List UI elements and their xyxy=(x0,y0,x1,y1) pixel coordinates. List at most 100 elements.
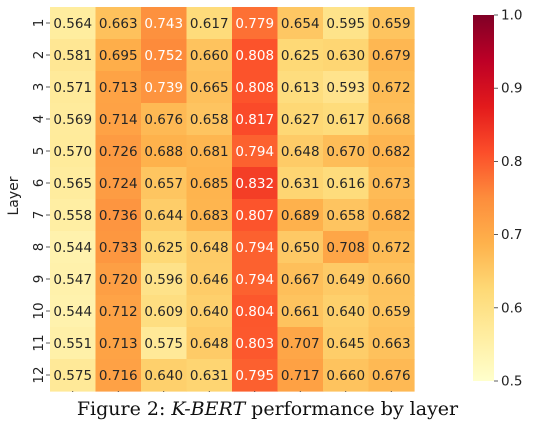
heatmap-cell xyxy=(368,103,415,136)
cell-value-label: 0.640 xyxy=(144,368,183,384)
cell-value-label: 0.708 xyxy=(326,240,365,256)
heatmap-cell xyxy=(368,295,415,328)
heatmap-cell xyxy=(277,39,324,72)
y-tick-label: 7 xyxy=(31,211,47,220)
heatmap-cell xyxy=(368,199,415,232)
cell-value-label: 0.736 xyxy=(99,208,138,224)
heatmap-cell xyxy=(50,71,97,104)
cell-value-label: 0.558 xyxy=(53,208,92,224)
cell-value-label: 0.832 xyxy=(235,176,274,192)
heatmap-cell xyxy=(95,103,142,136)
caption-model-name: K-BERT xyxy=(171,398,246,420)
heatmap-cell xyxy=(141,167,188,200)
heatmap-cell xyxy=(368,359,415,392)
cell-value-label: 0.564 xyxy=(53,16,92,32)
heatmap-cell xyxy=(368,231,415,264)
heatmap-cell xyxy=(141,7,188,40)
cell-value-label: 0.663 xyxy=(99,16,138,32)
cell-value-label: 0.658 xyxy=(326,208,365,224)
cell-value-label: 0.640 xyxy=(190,304,229,320)
heatmap-cell xyxy=(186,135,233,168)
heatmap-cell xyxy=(368,327,415,360)
heatmap-cell xyxy=(277,295,324,328)
cell-value-label: 0.648 xyxy=(281,144,320,160)
cell-value-label: 0.713 xyxy=(99,80,138,96)
heatmap-cell xyxy=(277,7,324,40)
heatmap-cell xyxy=(277,103,324,136)
colorbar-tick-label: 0.9 xyxy=(501,81,522,97)
cell-value-label: 0.617 xyxy=(326,112,365,128)
x-axis: T5T6T7T8T9T10T11Avg. xyxy=(72,391,392,392)
cell-value-label: 0.646 xyxy=(190,272,229,288)
colorbar-tick-label: 0.6 xyxy=(501,300,522,316)
cell-value-label: 0.625 xyxy=(281,48,320,64)
heatmap-cell xyxy=(50,327,97,360)
heatmap-cell xyxy=(277,359,324,392)
cell-value-label: 0.739 xyxy=(144,80,183,96)
cell-value-label: 0.712 xyxy=(99,304,138,320)
cell-value-label: 0.565 xyxy=(53,176,92,192)
heatmap-cell xyxy=(186,39,233,72)
heatmap-cell xyxy=(323,231,370,264)
cell-value-label: 0.707 xyxy=(281,336,320,352)
heatmap-cell xyxy=(277,263,324,296)
heatmap-cell xyxy=(323,71,370,104)
y-tick-label: 2 xyxy=(31,51,47,60)
heatmap-cell xyxy=(277,199,324,232)
heatmap-cell xyxy=(232,103,279,136)
heatmap-cell xyxy=(50,39,97,72)
cell-value-label: 0.665 xyxy=(190,80,229,96)
heatmap-cell xyxy=(141,295,188,328)
heatmap-cell xyxy=(323,39,370,72)
heatmap-cell xyxy=(232,71,279,104)
cell-value-label: 0.714 xyxy=(99,112,138,128)
heatmap-cell xyxy=(232,39,279,72)
heatmap-cell xyxy=(232,263,279,296)
cell-value-label: 0.724 xyxy=(99,176,138,192)
heatmap-cell xyxy=(277,135,324,168)
heatmap-cell xyxy=(368,135,415,168)
y-tick-label: 11 xyxy=(31,334,47,351)
heatmap-cell xyxy=(95,295,142,328)
cell-value-label: 0.661 xyxy=(281,304,320,320)
heatmap-cell xyxy=(323,263,370,296)
cell-value-label: 0.733 xyxy=(99,240,138,256)
cell-value-label: 0.596 xyxy=(144,272,183,288)
heatmap-cell xyxy=(50,135,97,168)
heatmap-cell xyxy=(232,135,279,168)
heatmap-cell xyxy=(323,103,370,136)
cell-value-label: 0.575 xyxy=(53,368,92,384)
cell-value-label: 0.679 xyxy=(372,48,411,64)
heatmap-cell xyxy=(95,71,142,104)
cell-value-label: 0.617 xyxy=(190,16,229,32)
heatmap-cell xyxy=(95,231,142,264)
heatmap-cell xyxy=(50,263,97,296)
colorbar-tick-label: 0.5 xyxy=(501,374,522,390)
cell-value-label: 0.544 xyxy=(53,304,92,320)
heatmap-cell xyxy=(323,199,370,232)
heatmap-cell xyxy=(95,263,142,296)
cell-value-label: 0.743 xyxy=(144,16,183,32)
heatmap-cell xyxy=(232,7,279,40)
heatmap-cell xyxy=(141,135,188,168)
cell-value-label: 0.683 xyxy=(190,208,229,224)
heatmap-cell xyxy=(50,231,97,264)
heatmap-chart: 0.564 0.663 0.743 0.617 0.779 0.654 0.595 0.659… xyxy=(6,7,522,392)
cell-value-label: 0.660 xyxy=(326,368,365,384)
cell-value-label: 0.660 xyxy=(372,272,411,288)
cell-value-label: 0.627 xyxy=(281,112,320,128)
heatmap-cell xyxy=(186,263,233,296)
cell-value-label: 0.682 xyxy=(372,144,411,160)
colorbar-tick-label: 1.0 xyxy=(501,8,522,24)
heatmap-cell xyxy=(232,167,279,200)
cell-value-label: 0.794 xyxy=(235,240,274,256)
cell-value-label: 0.569 xyxy=(53,112,92,128)
cell-value-label: 0.808 xyxy=(235,48,274,64)
heatmap-cell xyxy=(95,199,142,232)
cell-value-label: 0.547 xyxy=(53,272,92,288)
heatmap-cell xyxy=(232,199,279,232)
heatmap-cell xyxy=(277,167,324,200)
heatmap-cell xyxy=(95,7,142,40)
y-axis-label: Layer xyxy=(6,176,22,215)
cell-value-label: 0.685 xyxy=(190,176,229,192)
